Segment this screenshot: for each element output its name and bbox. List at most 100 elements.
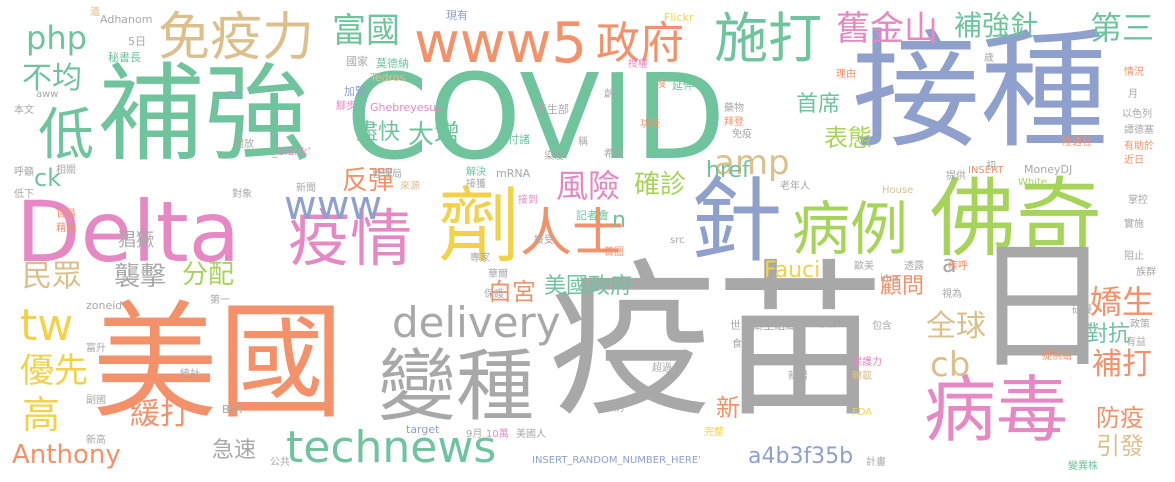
word-disan: 第三 [1090,9,1155,47]
word-small: 阻止 [1124,251,1144,262]
word-small: 有助於 [1124,141,1154,152]
word-meiguo: 美國 [92,289,344,436]
word-small: 解決 [466,167,486,178]
word-ck: ck [34,164,62,192]
word-bingdu: 病毒 [924,368,1069,452]
word-delta: Delta [16,183,241,281]
word-baigong: 白宮 [488,278,536,306]
word-small: 月 [1128,89,1138,100]
word-buqiang: 補強 [98,53,310,176]
word-small: 10萬 [486,429,509,440]
word-small: 付諸 [508,133,530,146]
word-youxian: 優先 [20,351,88,391]
word-fauci: Fauci [764,258,821,283]
word-renshi: 人士 [520,204,625,264]
word-small: 專家 [470,253,490,264]
word-small: 導致 [816,319,836,330]
word-small: 功能 [640,119,660,130]
word-small: 接獲 [466,179,486,190]
word-xiji: 襲擊 [114,262,167,292]
word-small: 變異株 [1068,461,1098,472]
word-small: 本文 [14,105,34,116]
word-small: Tedros [370,71,406,84]
word-yimiao: 疫苗 [548,244,884,440]
word-cb: cb [930,345,971,385]
word-small: 富升 [86,343,106,354]
word-href: href [706,158,750,183]
word-amp: amp [714,143,790,183]
word-small: BNT [222,403,245,416]
word-shouxi: 首席 [796,92,841,117]
word-small: 首圈 [604,247,624,258]
word-small: img [880,273,899,284]
word-small: 統計 [180,369,200,380]
word-small: 新增 [788,371,808,382]
word-small: Ghebreyesus [370,101,443,114]
word-small: target [406,423,440,436]
word-small: 記者會 [576,209,609,222]
word-jiezhong: 接種 [852,17,1109,166]
word-small: House [882,185,914,196]
word-biaotai: 表態 [824,124,872,152]
word-small: 有益 [1126,337,1146,348]
word-small: 保護 [484,289,504,300]
word-mianyili: 免疫力 [158,8,315,68]
word-small: 疾呼 [948,261,968,272]
word-fuqi: 佛奇 [930,169,1102,269]
word-anthony: Anthony [12,440,121,470]
word-quanqiu: 全球 [926,309,986,344]
word-small: INSERT_RANDOM_NUMBER_HERE' [532,455,701,466]
word-guwen: 顧問 [880,274,925,299]
word-fangyi: 防疫 [1096,404,1144,432]
word-small: 副國 [86,395,106,406]
word-small: 理由 [836,69,856,80]
word-small: aww [36,89,59,100]
word-small: 陸透社 [1062,137,1092,148]
word-hash: a4b3f35b [748,444,854,469]
word-small: 加緊 [344,85,366,98]
word-small: 現有 [446,9,468,22]
word-fengxian: 風險 [556,167,621,205]
word-www5: www5 [414,11,588,76]
word-small: 9月 [466,429,483,440]
word-small: 新高 [86,435,106,446]
word-small: 衛生部 [536,103,569,116]
word-small: Flickr [664,11,694,24]
word-small: mRNA [496,167,531,180]
word-small: 譚德塞 [1124,125,1154,136]
word-small: 計畫 [866,457,886,468]
word-small: FDA [852,407,873,418]
word-small: CC [226,89,242,102]
word-small: 超過 [652,363,672,374]
word-buda: 補打 [1092,347,1152,382]
word-small: 免疫 [732,129,752,140]
word-small: 歲 [984,53,994,64]
word-di: 低 [38,103,94,168]
word-small: 新聞 [296,183,316,194]
word-tw: tw [20,300,74,351]
word-small: 公共 [270,457,290,468]
word-small: 完整 [704,427,724,438]
word-small: 情況 [1124,67,1144,78]
word-small: 提供給 [1042,351,1072,362]
word-small: 官員 [56,209,76,220]
word-small: 老年人 [780,181,810,192]
word-yinfa: 引發 [1096,432,1144,460]
word-small: 國家 [346,55,368,68]
word-zhengfu: 政府 [596,18,684,69]
word-fuguo: 富國 [332,11,400,51]
word-small: 呼籲 [14,167,34,178]
word-bujun: 不均 [22,61,82,96]
word-php: php [26,19,87,57]
word-minzhong: 民眾 [22,259,82,294]
word-small: 秘書長 [108,51,141,64]
word-small: 透露 [904,261,924,272]
word-small: 希望 [604,149,624,160]
word-small: 授權 [628,59,648,70]
word-n: n [612,208,626,233]
word-small: 遺 [90,7,100,18]
word-small: 相關 [56,165,76,176]
word-technews: technews [286,422,497,473]
word-a: a [942,250,957,278]
